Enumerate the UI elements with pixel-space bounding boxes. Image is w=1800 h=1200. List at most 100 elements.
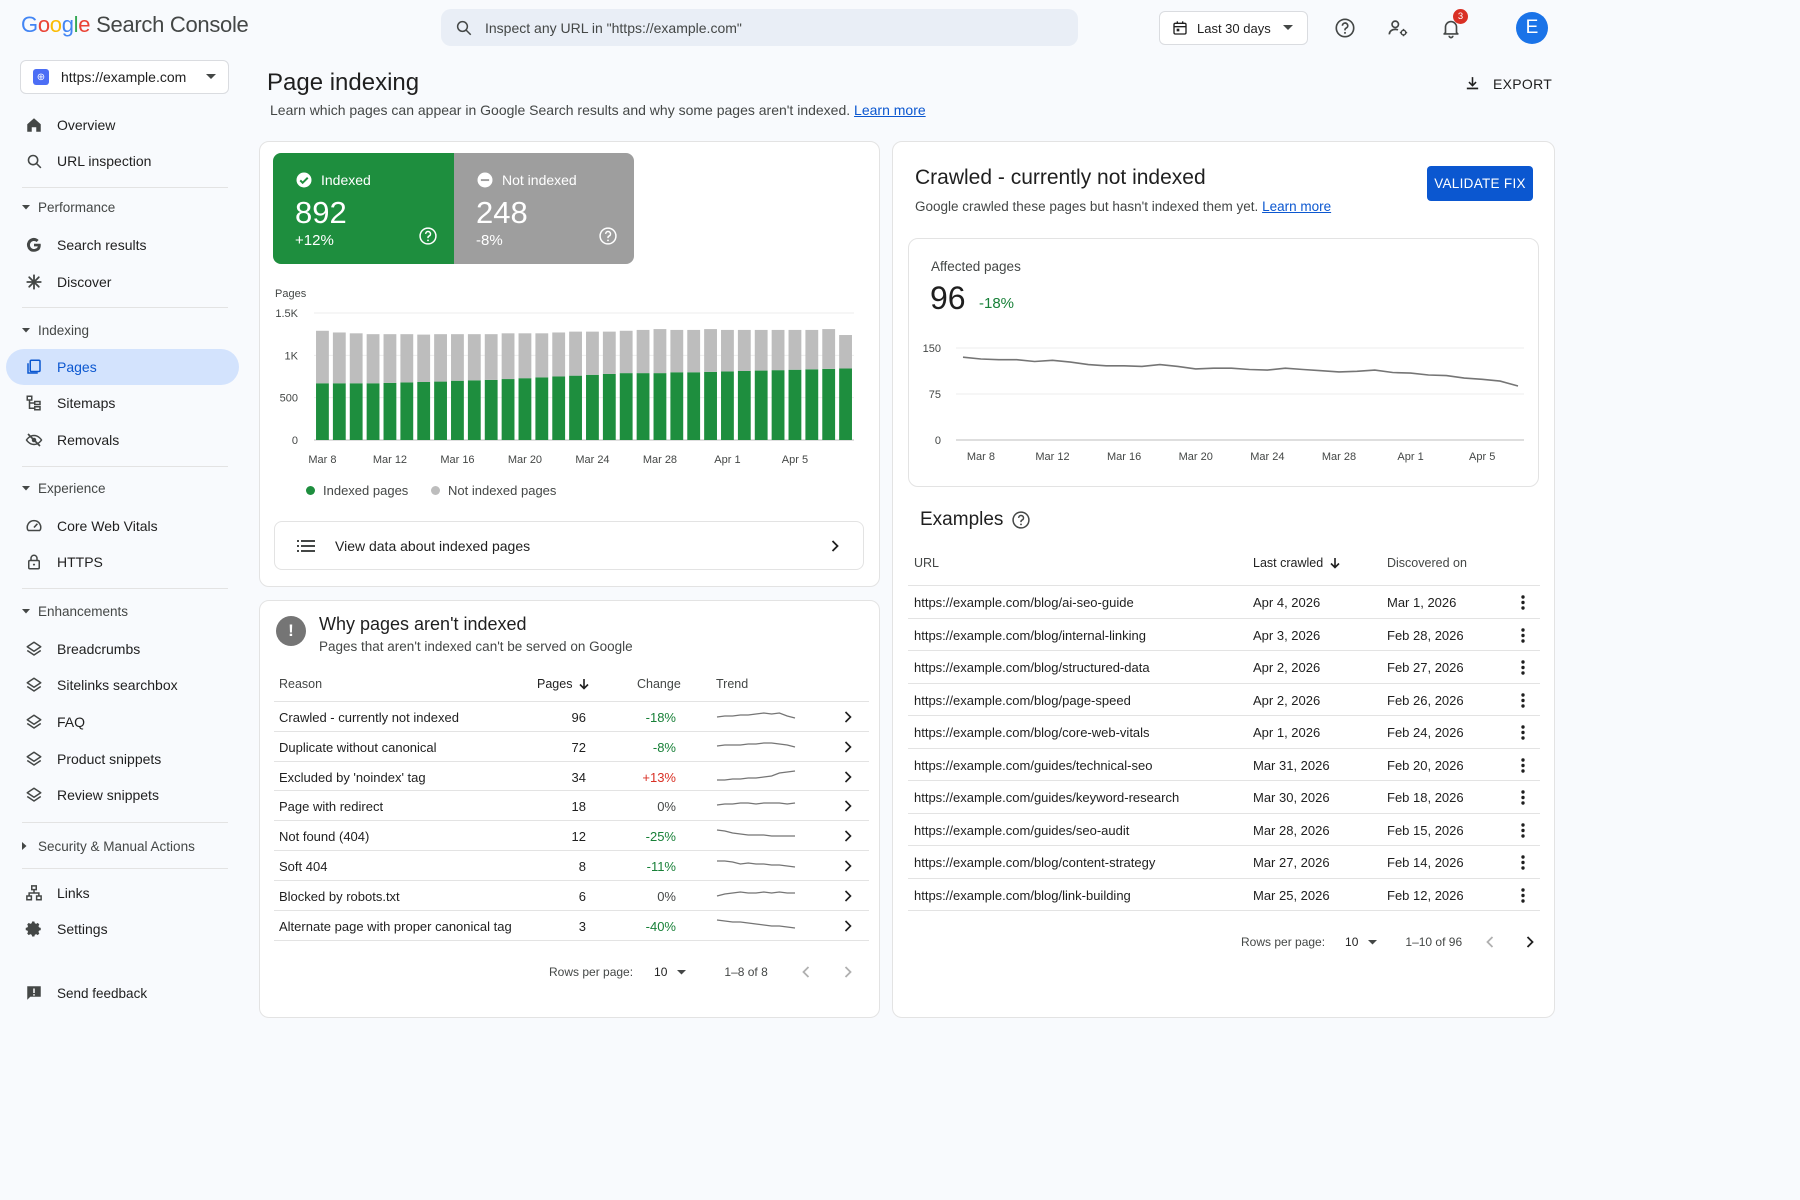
url-cell[interactable]: https://example.com/blog/core-web-vitals: [914, 725, 1150, 740]
bar-indexed[interactable]: [467, 380, 481, 440]
legend-not-indexed[interactable]: Not indexed pages: [431, 483, 556, 498]
bar-indexed[interactable]: [839, 368, 852, 440]
url-cell[interactable]: https://example.com/blog/ai-seo-guide: [914, 595, 1134, 610]
bar-not-indexed[interactable]: [788, 329, 802, 370]
bar-not-indexed[interactable]: [805, 329, 819, 370]
bar-not-indexed[interactable]: [467, 334, 481, 381]
table-row[interactable]: Blocked by robots.txt 6 0%: [274, 879, 869, 910]
indexed-status-tile[interactable]: Indexed 892 +12%: [273, 153, 454, 264]
url-cell[interactable]: https://example.com/guides/technical-seo: [914, 757, 1153, 773]
chevron-right-icon[interactable]: [1526, 936, 1534, 948]
sidebar-item-review-snippets[interactable]: Review snippets: [0, 777, 245, 813]
search-input[interactable]: Inspect any URL in "https://example.com": [485, 19, 742, 36]
chevron-left-icon[interactable]: [1486, 936, 1494, 948]
bar-not-indexed[interactable]: [754, 329, 768, 371]
bar-not-indexed[interactable]: [400, 334, 414, 383]
bar-not-indexed[interactable]: [316, 330, 329, 384]
rows-per-page-select[interactable]: 10: [1345, 935, 1359, 949]
sidebar-section-enhancements[interactable]: Enhancements: [0, 600, 245, 622]
bar-not-indexed[interactable]: [501, 333, 515, 380]
more-vert-icon[interactable]: [1521, 627, 1525, 643]
sidebar-item-breadcrumbs[interactable]: Breadcrumbs: [0, 631, 245, 667]
table-row[interactable]: Page with redirect 18 0%: [274, 790, 869, 820]
bar-not-indexed[interactable]: [535, 333, 549, 378]
more-vert-icon[interactable]: [1521, 887, 1525, 903]
bar-indexed[interactable]: [417, 382, 431, 440]
sidebar-item-sitemaps[interactable]: Sitemaps: [0, 385, 245, 421]
table-row[interactable]: https://example.com/guides/keyword-resea…: [908, 780, 1540, 813]
avatar[interactable]: E: [1516, 12, 1548, 44]
column-header-reason[interactable]: Reason: [279, 677, 323, 691]
more-vert-icon[interactable]: [1521, 822, 1525, 838]
sidebar-section-experience[interactable]: Experience: [0, 477, 245, 499]
more-vert-icon[interactable]: [1521, 855, 1525, 870]
table-row[interactable]: Not found (404) 12 -25%: [274, 820, 869, 850]
bar-not-indexed[interactable]: [721, 329, 734, 372]
more-vert-icon[interactable]: [1521, 757, 1525, 773]
date-range-selector[interactable]: Last 30 days: [1159, 11, 1308, 45]
table-row[interactable]: https://example.com/blog/core-web-vitals…: [908, 715, 1540, 748]
sidebar-item-pages[interactable]: Pages: [0, 349, 245, 385]
bar-not-indexed[interactable]: [349, 333, 363, 384]
bar-not-indexed[interactable]: [704, 329, 717, 372]
url-cell[interactable]: https://example.com/blog/page-speed: [914, 692, 1131, 708]
more-vert-icon[interactable]: [1521, 595, 1525, 610]
table-row[interactable]: Crawled - currently not indexed 96 -18%: [274, 701, 869, 731]
more-vert-icon[interactable]: [1521, 725, 1525, 740]
bar-not-indexed[interactable]: [518, 333, 532, 379]
sidebar-item-faq[interactable]: FAQ: [0, 704, 245, 740]
more-vert-icon[interactable]: [1521, 790, 1525, 805]
table-row[interactable]: https://example.com/guides/technical-seo…: [908, 747, 1540, 781]
bar-not-indexed[interactable]: [569, 331, 582, 376]
bar-not-indexed[interactable]: [653, 329, 667, 374]
column-header-discovered[interactable]: Discovered on: [1387, 556, 1467, 570]
bar-not-indexed[interactable]: [417, 334, 431, 383]
chevron-right-icon[interactable]: [844, 966, 852, 978]
view-indexed-data-link[interactable]: View data about indexed pages: [274, 521, 864, 570]
bar-not-indexed[interactable]: [602, 331, 616, 374]
chevron-left-icon[interactable]: [802, 966, 810, 978]
sidebar-section-indexing[interactable]: Indexing: [0, 319, 245, 341]
caret-down-icon[interactable]: [1368, 939, 1378, 945]
sidebar-section-performance[interactable]: Performance: [0, 196, 245, 218]
bar-not-indexed[interactable]: [451, 334, 464, 381]
bar-not-indexed[interactable]: [636, 329, 650, 374]
search-console-logo[interactable]: Google Search Console: [21, 12, 249, 38]
column-header-pages[interactable]: Pages: [537, 677, 590, 691]
table-row[interactable]: Alternate page with proper canonical tag…: [274, 909, 869, 940]
bar-indexed[interactable]: [619, 373, 633, 440]
caret-down-icon[interactable]: [677, 969, 687, 975]
legend-indexed[interactable]: Indexed pages: [306, 483, 408, 498]
table-row[interactable]: Duplicate without canonical 72 -8%: [274, 730, 869, 761]
bar-not-indexed[interactable]: [484, 334, 498, 380]
bar-indexed[interactable]: [602, 373, 616, 440]
help-icon[interactable]: [1011, 510, 1031, 530]
help-icon[interactable]: [1332, 15, 1358, 41]
help-icon[interactable]: [418, 226, 438, 246]
bar-indexed[interactable]: [383, 382, 397, 440]
bar-indexed[interactable]: [366, 383, 380, 440]
bar-indexed[interactable]: [569, 375, 582, 440]
bar-indexed[interactable]: [518, 378, 532, 440]
sidebar-item-overview[interactable]: Overview: [0, 107, 245, 143]
bar-indexed[interactable]: [332, 383, 346, 440]
bar-indexed[interactable]: [586, 374, 599, 440]
bar-not-indexed[interactable]: [822, 329, 836, 369]
bar-indexed[interactable]: [737, 370, 751, 440]
bar-indexed[interactable]: [451, 380, 464, 440]
table-row[interactable]: https://example.com/blog/link-building Ma…: [908, 877, 1540, 911]
not-indexed-status-tile[interactable]: Not indexed 248 -8%: [454, 153, 634, 264]
sidebar-item-url-inspection[interactable]: URL inspection: [0, 143, 245, 179]
sidebar-item-removals[interactable]: Removals: [0, 422, 245, 458]
bar-not-indexed[interactable]: [687, 329, 701, 373]
bar-indexed[interactable]: [316, 383, 329, 440]
column-header-change[interactable]: Change: [637, 677, 681, 691]
url-cell[interactable]: https://example.com/guides/keyword-resea…: [914, 790, 1180, 805]
bar-indexed[interactable]: [822, 368, 836, 440]
bar-not-indexed[interactable]: [839, 335, 852, 369]
notifications-bell-icon[interactable]: [1438, 15, 1464, 41]
bar-indexed[interactable]: [670, 372, 684, 440]
export-button[interactable]: EXPORT: [1464, 75, 1552, 92]
users-permissions-icon[interactable]: [1385, 15, 1411, 41]
more-vert-icon[interactable]: [1521, 692, 1525, 708]
